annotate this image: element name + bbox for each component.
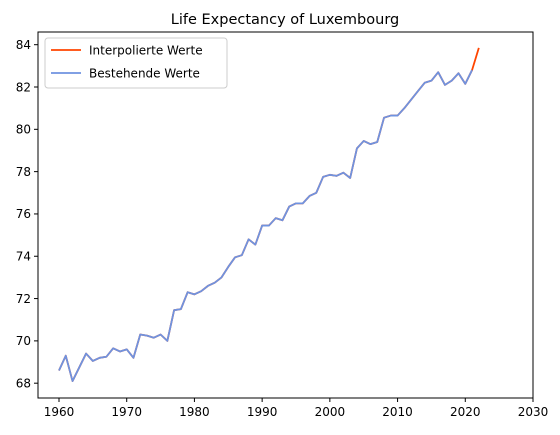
plot-area (58, 47, 480, 382)
x-tick-label: 1980 (179, 405, 210, 419)
legend: Interpolierte Werte Bestehende Werte (44, 37, 228, 89)
y-tick-label: 84 (16, 38, 31, 52)
y-tick-label: 70 (16, 334, 31, 348)
legend-label-interpolated: Interpolierte Werte (89, 44, 203, 58)
y-tick-label: 74 (16, 250, 31, 264)
legend-label-existing: Bestehende Werte (89, 67, 200, 81)
x-tick-label: 2000 (315, 405, 346, 419)
axes-frame (37, 31, 534, 399)
x-tick-label: 1970 (111, 405, 142, 419)
x-axis: 1960 1970 1980 1990 2000 2010 2020 2030 (44, 398, 549, 419)
y-tick-label: 78 (16, 165, 31, 179)
y-tick-label: 76 (16, 207, 31, 221)
x-tick-label: 1990 (247, 405, 278, 419)
y-tick-label: 80 (16, 123, 31, 137)
y-axis: 68 70 72 74 76 78 80 82 84 (16, 38, 38, 390)
x-tick-label: 1960 (44, 405, 75, 419)
y-tick-label: 72 (16, 292, 31, 306)
x-tick-label: 2010 (382, 405, 413, 419)
x-tick-label: 2020 (450, 405, 481, 419)
legend-box (44, 37, 228, 89)
y-tick-label: 68 (16, 376, 31, 390)
x-tick-label: 2030 (518, 405, 549, 419)
chart-title: Life Expectancy of Luxembourg (171, 12, 399, 28)
series-line-existing (58, 69, 473, 382)
series-line-interpolated (58, 47, 480, 382)
y-tick-label: 82 (16, 80, 31, 94)
